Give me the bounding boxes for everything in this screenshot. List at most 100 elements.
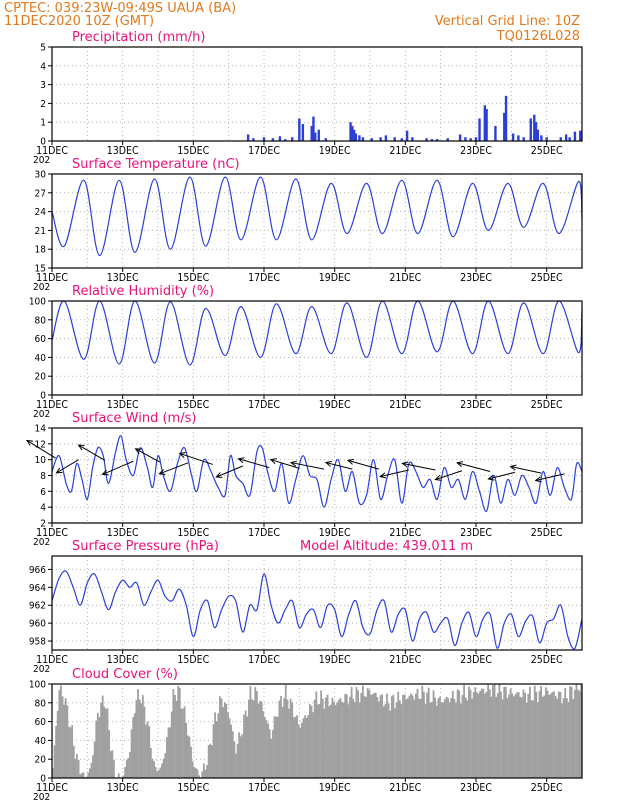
cloud-bar bbox=[402, 695, 404, 778]
x-tick-label: 21DEC bbox=[389, 399, 421, 411]
cloud-bar bbox=[289, 698, 292, 778]
cloud-bar bbox=[485, 691, 488, 778]
y-tick-label: 30 bbox=[35, 170, 47, 181]
y-tick-label: 3 bbox=[40, 80, 46, 91]
wind-arrowhead bbox=[456, 461, 464, 468]
cloud-bar bbox=[106, 708, 109, 778]
wind-vector bbox=[380, 469, 409, 478]
cloud-bar bbox=[122, 775, 125, 778]
cloud-bar bbox=[95, 720, 98, 778]
precip-bar bbox=[534, 122, 538, 141]
panel-title: Surface Pressure (hPa) bbox=[72, 539, 219, 554]
cloud-bar bbox=[445, 696, 448, 778]
cloud-bar bbox=[233, 741, 236, 778]
y-tick-label: 21 bbox=[35, 226, 46, 237]
cloud-bar bbox=[254, 687, 257, 778]
cloud-bar bbox=[476, 692, 478, 778]
panel-title: Surface Wind (m/s) bbox=[72, 411, 196, 426]
cloud-bar bbox=[156, 771, 159, 778]
cloud-bar bbox=[546, 690, 549, 778]
cloud-bar bbox=[530, 700, 533, 778]
wind-arrowhead bbox=[178, 452, 186, 458]
precip-bar bbox=[252, 138, 255, 141]
y-tick-label: 4 bbox=[40, 61, 46, 72]
precip-bar bbox=[301, 124, 305, 141]
cloud-bar bbox=[533, 685, 536, 778]
precip-bar bbox=[559, 137, 562, 141]
cloud-bar bbox=[474, 687, 477, 778]
cloud-bar bbox=[219, 696, 221, 778]
y-tick-label: 966 bbox=[29, 565, 46, 576]
precip-bar bbox=[393, 137, 396, 141]
cloud-bar bbox=[334, 705, 337, 778]
cloud-bar bbox=[190, 746, 192, 778]
cloud-bar bbox=[278, 700, 281, 778]
cloud-bar bbox=[217, 713, 220, 778]
cloud-bar bbox=[440, 702, 443, 778]
cloud-bar bbox=[427, 687, 430, 778]
cloud-bar bbox=[529, 686, 531, 778]
cloud-bar bbox=[72, 745, 75, 778]
cloud-bar bbox=[111, 750, 114, 778]
x-tick-label: 17DEC bbox=[248, 399, 280, 411]
cloud-bar bbox=[514, 694, 517, 778]
precip-bar bbox=[312, 116, 315, 141]
cloud-bar bbox=[270, 738, 273, 778]
precip-bar bbox=[522, 137, 525, 141]
cloud-bar bbox=[360, 692, 363, 778]
panel-frame bbox=[51, 173, 583, 269]
cloud-bar bbox=[395, 702, 398, 778]
y-tick-label: 15 bbox=[35, 264, 46, 275]
cloud-bar bbox=[246, 716, 249, 778]
wind-vector bbox=[510, 466, 542, 474]
cloud-bar bbox=[238, 732, 241, 778]
y-tick-label: 960 bbox=[29, 619, 46, 630]
cloud-bar bbox=[180, 708, 183, 778]
cloud-bar bbox=[153, 761, 155, 778]
cloud-bar bbox=[508, 694, 510, 778]
cloud-bar bbox=[525, 702, 528, 778]
cloud-bar bbox=[300, 722, 303, 778]
cloud-bar bbox=[137, 689, 139, 778]
x-tick-label: 19DEC bbox=[319, 145, 351, 157]
cloud-bar bbox=[411, 695, 414, 778]
cloud-bar bbox=[357, 690, 359, 778]
cloud-bar bbox=[80, 773, 83, 778]
y-tick-label: 2 bbox=[40, 519, 46, 530]
cloud-bar bbox=[504, 686, 507, 778]
cloud-bar bbox=[244, 710, 247, 778]
cloud-bar bbox=[207, 745, 210, 778]
cloud-bar bbox=[434, 697, 437, 778]
cloud-bar bbox=[178, 688, 181, 778]
cloud-bar bbox=[53, 745, 56, 778]
cloud-bar bbox=[296, 715, 298, 778]
x-tick-label: 19DEC bbox=[319, 527, 351, 539]
cloud-bar bbox=[268, 729, 271, 778]
x-tick-label: 25DEC bbox=[531, 399, 563, 411]
cloud-bar bbox=[308, 704, 311, 778]
cloud-bar bbox=[141, 695, 144, 778]
cloud-bar bbox=[267, 723, 270, 778]
series-line bbox=[51, 435, 583, 512]
y-tick-label: 0 bbox=[40, 774, 46, 785]
cloud-bar bbox=[325, 697, 327, 778]
y-tick-label: 40 bbox=[35, 353, 47, 364]
cloud-bar bbox=[191, 761, 194, 778]
cloud-bar bbox=[294, 716, 297, 778]
cloud-bar bbox=[186, 735, 189, 778]
cloud-bar bbox=[291, 702, 294, 778]
cloud-bar bbox=[562, 698, 565, 778]
x-tick-label: 11DEC bbox=[36, 782, 68, 794]
cloud-bar bbox=[553, 691, 555, 778]
cloud-bar bbox=[85, 776, 88, 778]
wind-vector bbox=[488, 471, 515, 480]
cloud-bar bbox=[77, 760, 80, 778]
cloud-bar bbox=[347, 704, 350, 778]
cloud-bar bbox=[174, 694, 176, 778]
precip-bar bbox=[446, 138, 449, 141]
cloud-bar bbox=[535, 691, 538, 778]
cloud-bar bbox=[517, 692, 520, 778]
cloud-bar bbox=[211, 745, 213, 778]
precip-bar bbox=[573, 131, 577, 141]
cloud-bar bbox=[105, 708, 107, 778]
